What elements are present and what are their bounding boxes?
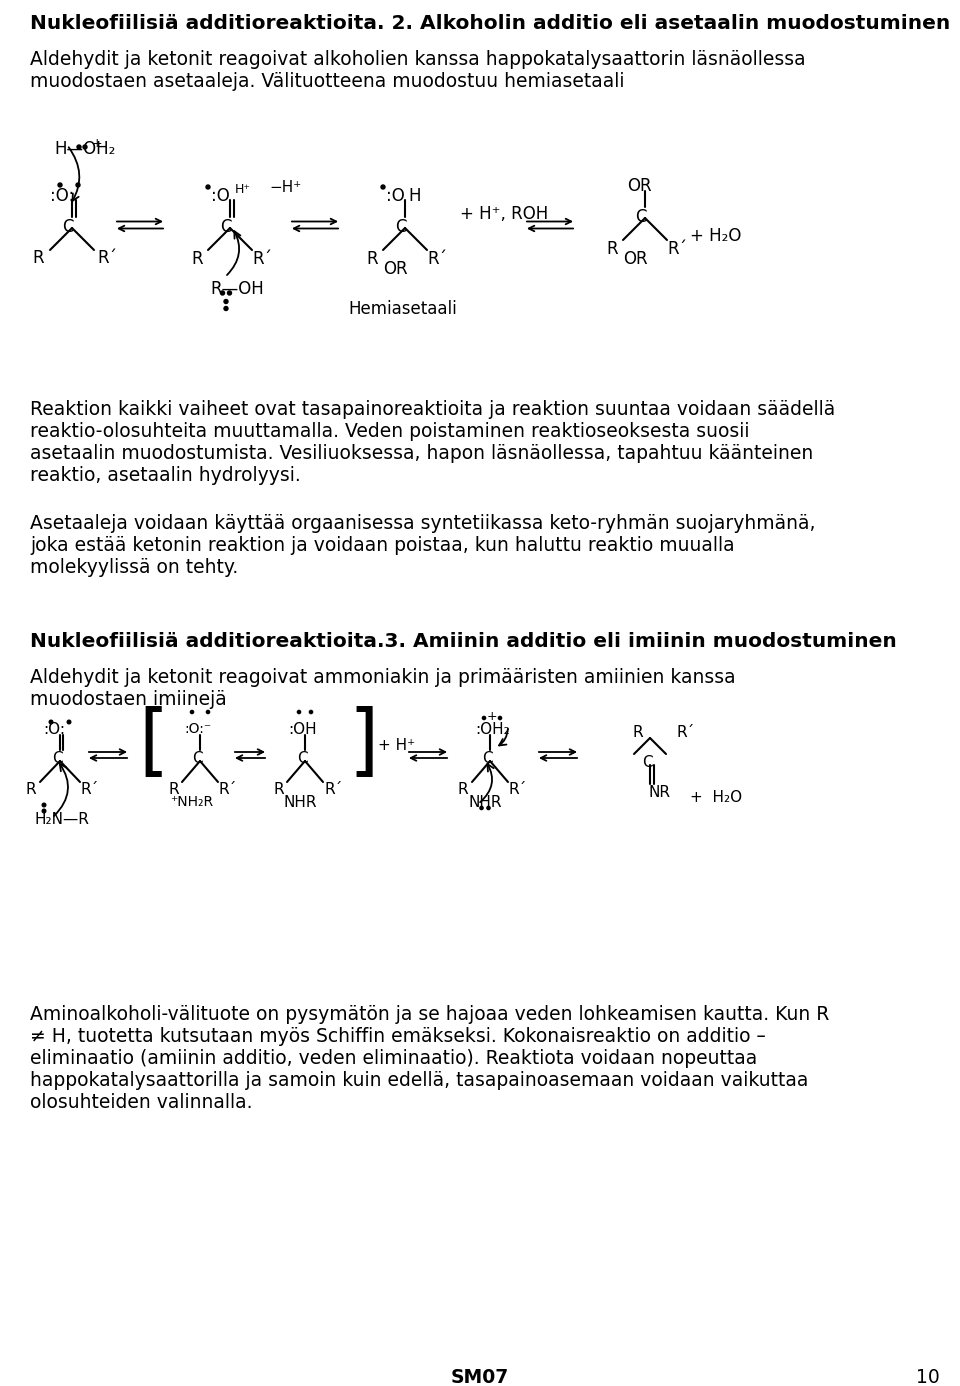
Text: muodostaen imiinejä: muodostaen imiinejä <box>30 690 227 710</box>
Text: R: R <box>26 782 36 797</box>
Text: Nukleofiilisiä additioreaktioita.3. Amiinin additio eli imiinin muodostuminen: Nukleofiilisiä additioreaktioita.3. Amii… <box>30 632 897 651</box>
Text: [: [ <box>138 705 168 780</box>
Text: ≠ H, tuotetta kutsutaan myös Schiffin emäkseksi. Kokonaisreaktio on additio –: ≠ H, tuotetta kutsutaan myös Schiffin em… <box>30 1027 766 1046</box>
Text: R´: R´ <box>509 782 527 797</box>
Text: NHR: NHR <box>468 796 502 809</box>
Circle shape <box>487 807 491 809</box>
Text: ⁺NH₂R: ⁺NH₂R <box>171 796 213 809</box>
Text: R: R <box>169 782 180 797</box>
Circle shape <box>83 146 87 150</box>
Text: R´: R´ <box>219 782 237 797</box>
Text: muodostaen asetaaleja. Välituotteena muodostuu hemiasetaali: muodostaen asetaaleja. Välituotteena muo… <box>30 72 625 91</box>
Circle shape <box>206 184 210 188</box>
Circle shape <box>221 291 225 295</box>
Text: :O: :O <box>386 187 405 205</box>
Text: 10: 10 <box>916 1368 940 1386</box>
Text: NHR: NHR <box>283 796 317 809</box>
Text: SM07: SM07 <box>451 1368 509 1386</box>
Text: asetaalin muodostumista. Vesiliuoksessa, hapon läsnäollessa, tapahtuu käänteinen: asetaalin muodostumista. Vesiliuoksessa,… <box>30 444 813 463</box>
Text: +: + <box>92 137 103 150</box>
Text: molekyylissä on tehty.: molekyylissä on tehty. <box>30 559 238 577</box>
Circle shape <box>498 717 501 719</box>
Circle shape <box>190 711 194 714</box>
Text: :O:: :O: <box>50 187 74 205</box>
Text: :OH: :OH <box>289 722 318 737</box>
Text: R: R <box>274 782 284 797</box>
Circle shape <box>224 306 228 310</box>
Text: happokatalysaattorilla ja samoin kuin edellä, tasapainoasemaan voidaan vaikuttaa: happokatalysaattorilla ja samoin kuin ed… <box>30 1071 808 1089</box>
Text: −H⁺: −H⁺ <box>270 180 302 195</box>
Text: H—OH₂: H—OH₂ <box>54 140 115 158</box>
Circle shape <box>480 807 483 809</box>
Text: +  H₂O: + H₂O <box>690 790 742 805</box>
Circle shape <box>42 804 46 807</box>
Circle shape <box>49 721 53 723</box>
Circle shape <box>482 717 486 719</box>
Text: joka estää ketonin reaktion ja voidaan poistaa, kun haluttu reaktio muualla: joka estää ketonin reaktion ja voidaan p… <box>30 536 734 554</box>
Text: :O:⁻: :O:⁻ <box>184 722 211 736</box>
Circle shape <box>206 711 209 714</box>
Text: R: R <box>191 249 203 267</box>
Text: Aminoalkoholi-välituote on pysymätön ja se hajoaa veden lohkeamisen kautta. Kun : Aminoalkoholi-välituote on pysymätön ja … <box>30 1005 829 1024</box>
Text: R: R <box>458 782 468 797</box>
Text: eliminaatio (amiinin additio, veden eliminaatio). Reaktiota voidaan nopeuttaa: eliminaatio (amiinin additio, veden elim… <box>30 1049 757 1069</box>
Circle shape <box>42 809 46 812</box>
Text: C: C <box>396 218 407 236</box>
Text: R´: R´ <box>81 782 99 797</box>
Text: R´: R´ <box>97 249 117 267</box>
Text: C: C <box>641 755 652 771</box>
Text: Asetaaleja voidaan käyttää orgaanisessa syntetiikassa keto-ryhmän suojaryhmänä,: Asetaaleja voidaan käyttää orgaanisessa … <box>30 514 815 534</box>
Text: C: C <box>297 751 307 766</box>
Text: reaktio-olosuhteita muuttamalla. Veden poistaminen reaktioseoksesta suosii: reaktio-olosuhteita muuttamalla. Veden p… <box>30 421 750 441</box>
Text: C: C <box>220 218 231 236</box>
Text: C: C <box>636 208 647 226</box>
Text: +: + <box>487 710 497 723</box>
Circle shape <box>298 711 300 714</box>
Circle shape <box>77 146 81 150</box>
Text: ]: ] <box>348 705 378 780</box>
Text: Hemiasetaali: Hemiasetaali <box>348 299 457 317</box>
Text: NR: NR <box>648 784 670 800</box>
Text: H₂N—R: H₂N—R <box>34 812 89 827</box>
Text: :OH₂: :OH₂ <box>475 722 511 737</box>
Text: C: C <box>482 751 492 766</box>
Circle shape <box>228 291 231 295</box>
Text: R: R <box>366 249 378 267</box>
Text: R: R <box>633 725 643 740</box>
Text: :O:: :O: <box>43 722 65 737</box>
Text: R: R <box>33 249 44 267</box>
Text: R´: R´ <box>324 782 343 797</box>
Text: R´: R´ <box>667 240 687 258</box>
Circle shape <box>381 184 385 188</box>
Text: R—OH: R—OH <box>210 280 264 298</box>
Text: :O: :O <box>211 187 229 205</box>
Text: R´: R´ <box>427 249 447 267</box>
Text: + H₂O: + H₂O <box>690 227 741 245</box>
Text: reaktio, asetaalin hydrolyysi.: reaktio, asetaalin hydrolyysi. <box>30 466 300 485</box>
Text: C: C <box>52 751 62 766</box>
Text: C: C <box>192 751 203 766</box>
Text: R´: R´ <box>676 725 694 740</box>
Text: R´: R´ <box>252 249 272 267</box>
Text: OR: OR <box>383 261 407 279</box>
Text: OR: OR <box>623 249 647 267</box>
Text: olosuhteiden valinnalla.: olosuhteiden valinnalla. <box>30 1094 252 1112</box>
Circle shape <box>58 183 62 187</box>
Text: R: R <box>606 240 618 258</box>
Text: Reaktion kaikki vaiheet ovat tasapainoreaktioita ja reaktion suuntaa voidaan sää: Reaktion kaikki vaiheet ovat tasapainore… <box>30 401 835 419</box>
Text: H⁺: H⁺ <box>235 183 251 195</box>
Text: C: C <box>62 218 74 236</box>
Circle shape <box>76 183 80 187</box>
Text: + H⁺, ROH: + H⁺, ROH <box>460 205 548 223</box>
Circle shape <box>224 299 228 304</box>
Text: OR: OR <box>627 177 651 195</box>
Circle shape <box>309 711 313 714</box>
Text: H: H <box>408 187 420 205</box>
Text: + H⁺: + H⁺ <box>378 737 415 753</box>
Text: Aldehydit ja ketonit reagoivat alkoholien kanssa happokatalysaattorin läsnäolles: Aldehydit ja ketonit reagoivat alkoholie… <box>30 50 805 69</box>
Text: Aldehydit ja ketonit reagoivat ammoniakin ja primääristen amiinien kanssa: Aldehydit ja ketonit reagoivat ammoniaki… <box>30 668 735 687</box>
Text: Nukleofiilisiä additioreaktioita. 2. Alkoholin additio eli asetaalin muodostumin: Nukleofiilisiä additioreaktioita. 2. Alk… <box>30 14 950 33</box>
Circle shape <box>67 721 71 723</box>
